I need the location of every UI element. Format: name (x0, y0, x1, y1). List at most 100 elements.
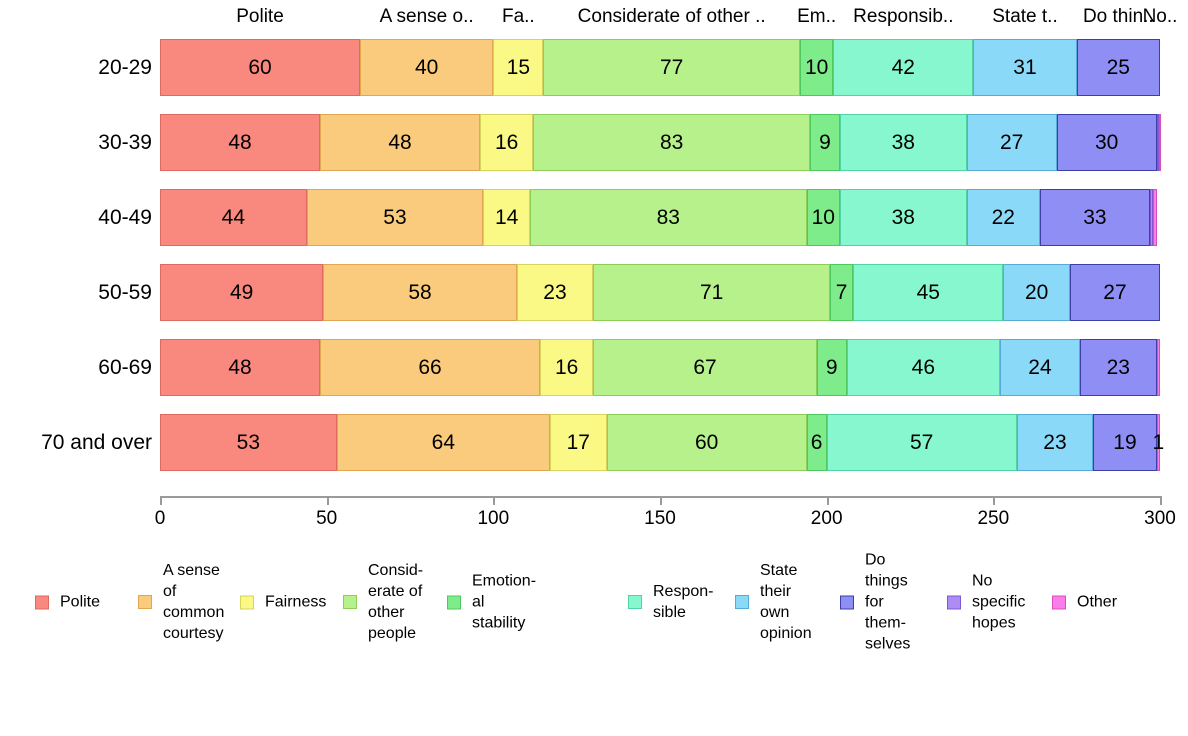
x-tick-mark (660, 496, 662, 505)
series-header-common-courtesy: A sense o.. (379, 6, 474, 27)
bar-segment-fairness: 14 (483, 189, 530, 246)
bar-segment-fairness: 17 (549, 414, 607, 471)
bar-segment-value: 53 (383, 206, 407, 229)
legend-swatch-no-specific-hopes-icon (947, 595, 961, 609)
bar-segment-value: 10 (811, 206, 835, 229)
stacked-bar: 44 53 14 83 10 38 22 33 (160, 189, 1157, 246)
legend-item-responsible: Respon-sible (628, 581, 713, 623)
bar-segment-value: 46 (911, 356, 935, 379)
bar-segment-value: 40 (414, 56, 439, 79)
bar-segment-responsible: 42 (833, 39, 974, 96)
bar-segment-common-courtesy: 66 (320, 339, 540, 396)
legend-swatch-responsible-icon (628, 595, 642, 609)
plot-area: 20-29 60 40 15 77 10 42 31 25 30-39 48 48 16 83 9 38 27 3… (0, 30, 1188, 480)
bar-segment-responsible: 38 (839, 114, 967, 171)
bar-segment-considerate: 83 (533, 114, 810, 171)
bar-segment-considerate: 67 (593, 339, 817, 396)
bar-segment-considerate: 83 (529, 189, 807, 246)
bar-segment-state-own-opinion: 24 (999, 339, 1080, 396)
bar-segment-fairness: 23 (516, 264, 594, 321)
bar-segment-responsible: 38 (839, 189, 967, 246)
bar-segment-polite: 48 (160, 339, 320, 396)
y-axis-label: 40-49 (98, 205, 152, 229)
bar-segment-value: 31 (1013, 56, 1037, 79)
bar-segment-emotional-stability: 6 (806, 414, 827, 471)
x-tick-label: 150 (644, 508, 676, 529)
legend-swatch-considerate-icon (343, 595, 357, 609)
bar-segment-state-own-opinion: 22 (966, 189, 1040, 246)
x-tick-mark (993, 496, 996, 505)
bar-segment-value: 7 (835, 281, 848, 304)
bar-segment-other (1153, 189, 1157, 246)
bar-segment-fairness: 16 (480, 114, 534, 171)
legend-label: State their own opinion (760, 562, 812, 642)
bar-segment-value: 58 (408, 281, 432, 304)
bar-segment-value: 49 (229, 281, 254, 304)
bar-segment-considerate: 77 (543, 39, 800, 96)
x-tick-mark (826, 496, 829, 505)
bar-segment-value: 45 (916, 281, 940, 304)
bar-segment-value: 23 (1043, 431, 1067, 454)
bar-segment-value: 1 (1152, 431, 1165, 454)
legend-label: No specific hopes (972, 572, 1026, 632)
bar-segment-do-things-themselves: 19 (1093, 414, 1157, 471)
bar-segment-fairness: 16 (540, 339, 594, 396)
stacked-bar: 60 40 15 77 10 42 31 25 (160, 39, 1160, 96)
legend-item-common-courtesy: A sense of common courtesy (138, 560, 224, 644)
bar-segment-value: 66 (418, 356, 442, 379)
x-tick-label: 250 (977, 508, 1010, 529)
bar-segment-value: 48 (228, 131, 252, 154)
bar-segment-value: 23 (543, 281, 567, 304)
bar-segment-value: 6 (810, 431, 823, 454)
bar-segment-considerate: 60 (606, 414, 807, 471)
bar-segment-common-courtesy: 64 (336, 414, 550, 471)
bar-segment-emotional-stability: 10 (806, 189, 840, 246)
bar-segment-common-courtesy: 48 (320, 114, 480, 171)
series-header-do-things-themselves: Do thin.. (1082, 6, 1154, 27)
stacked-bar: 48 66 16 67 9 46 24 23 (160, 339, 1160, 396)
bar-segment-responsible: 57 (826, 414, 1017, 471)
bar-segment-other: 1 (1152, 414, 1164, 471)
legend-label: Emotion-al stability (472, 572, 537, 632)
bar-segment-value: 44 (221, 206, 245, 229)
legend-item-considerate: Consid-erate of other people (343, 560, 423, 644)
legend-swatch-state-own-opinion-icon (735, 595, 749, 609)
legend-swatch-other-icon (1052, 595, 1066, 609)
legend-swatch-common-courtesy-icon (138, 595, 152, 609)
chart-legend: Polite A sense of common courtesy Fairness Con… (0, 542, 1188, 662)
bar-segment-considerate: 71 (593, 264, 830, 321)
bar-segment-other (1156, 339, 1160, 396)
legend-label: Fairness (265, 593, 327, 611)
bar-segment-emotional-stability: 9 (809, 114, 840, 171)
bar-segment-value: 10 (804, 56, 829, 79)
bar-segment-value: 22 (991, 206, 1015, 229)
legend-swatch-emotional-stability-icon (447, 595, 461, 609)
bar-segment-emotional-stability: 10 (799, 39, 834, 96)
bar-segment-value: 9 (819, 131, 831, 154)
bar-segment-value: 67 (693, 356, 717, 379)
series-header-considerate: Considerate of other .. (577, 6, 766, 27)
series-header-emotional-stability: Em.. (797, 6, 837, 27)
series-header-fairness: Fa.. (501, 6, 535, 27)
bar-row-20-29: 20-29 60 40 15 77 10 42 31 25 (0, 30, 1188, 105)
bar-segment-emotional-stability: 7 (829, 264, 854, 321)
bar-segment-common-courtesy: 53 (306, 189, 484, 246)
x-tick-mark (1160, 496, 1162, 505)
bar-segment-value: 38 (891, 206, 915, 229)
bar-segment-polite: 44 (160, 189, 307, 246)
legend-item-polite: Polite (35, 592, 100, 613)
series-header-state-own-opinion: State t.. (992, 6, 1058, 27)
x-tick-mark (493, 496, 496, 505)
bar-segment-value: 27 (1103, 281, 1127, 304)
x-tick-label: 200 (810, 508, 843, 529)
bar-segment-common-courtesy: 40 (360, 39, 494, 96)
legend-label: Do things for them-selves (865, 551, 911, 653)
bar-segment-value: 16 (494, 131, 519, 154)
bar-segment-responsible: 46 (846, 339, 1000, 396)
x-tick-label: 50 (316, 508, 338, 529)
stacked-bar: 48 48 16 83 9 38 27 30 (160, 114, 1161, 171)
legend-item-emotional-stability: Emotion-al stability (447, 571, 536, 634)
x-tick-mark (160, 496, 162, 505)
legend-item-no-specific-hopes: No specific hopes (947, 571, 1025, 634)
bar-segment-value: 83 (659, 131, 684, 154)
